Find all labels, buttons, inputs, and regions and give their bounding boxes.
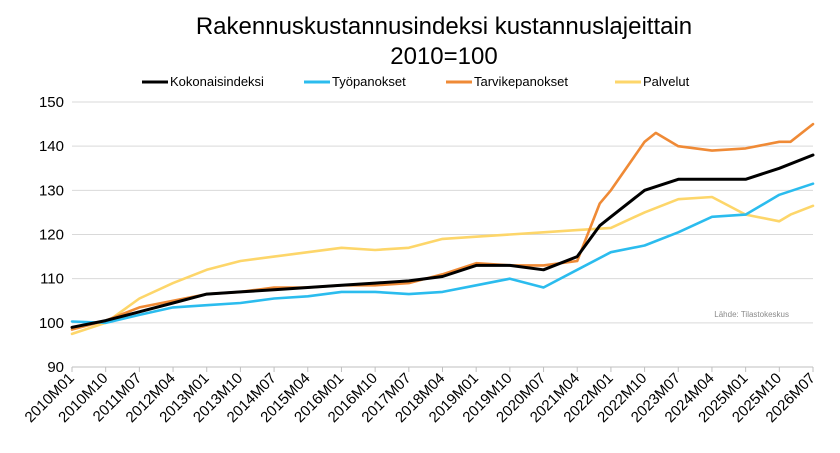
series-lines bbox=[70, 122, 815, 336]
y-tick-label: 140 bbox=[39, 138, 64, 155]
y-tick-label: 130 bbox=[39, 182, 64, 199]
series-line-kokonaisindeksi bbox=[70, 153, 815, 329]
y-tick-label: 150 bbox=[39, 94, 64, 111]
gridlines bbox=[72, 101, 813, 324]
source-note: Lähde: Tilastokeskus bbox=[714, 310, 789, 319]
y-tick-label: 110 bbox=[40, 271, 64, 288]
series-line-tarvikepanokset bbox=[70, 122, 815, 331]
chart-subtitle: 2010=100 bbox=[390, 43, 497, 70]
legend-label: Tarvikepanokset bbox=[474, 74, 568, 89]
chart-title: Rakennuskustannusindeksi kustannuslajeit… bbox=[196, 13, 692, 40]
y-tick-label: 90 bbox=[47, 359, 64, 376]
y-tick-label: 120 bbox=[39, 227, 64, 244]
series-line-palvelut bbox=[70, 195, 815, 336]
axes: 901001101201301401502010M012010M102011M0… bbox=[22, 94, 819, 426]
legend: Kokonaisindeksi Työpanokset Tarvikepanokse… bbox=[142, 74, 690, 89]
y-tick-label: 100 bbox=[39, 315, 64, 332]
legend-label: Palvelut bbox=[643, 74, 690, 89]
series-line-ty-panokset bbox=[70, 182, 815, 325]
legend-label: Kokonaisindeksi bbox=[170, 74, 264, 89]
legend-label: Työpanokset bbox=[332, 74, 406, 89]
